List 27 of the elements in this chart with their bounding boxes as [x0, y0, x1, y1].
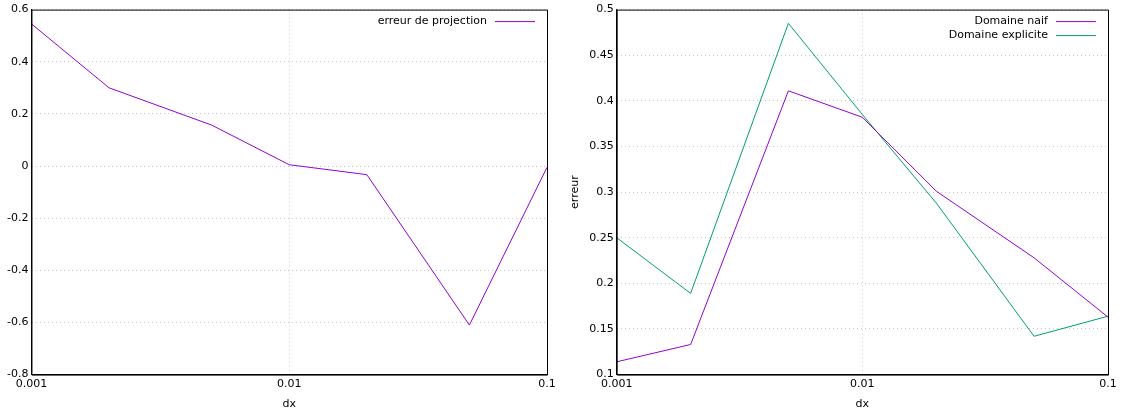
x-tick-label: 0.001 [15, 377, 48, 391]
y-tick-label: 0.45 [589, 48, 614, 62]
legend-label: Domaine explicite [948, 28, 1049, 42]
legend-label: erreur de projection [377, 14, 488, 28]
y-tick-label: 0.15 [589, 321, 614, 335]
legend-label: Domaine naif [974, 14, 1050, 28]
y-tick-label: 0 [21, 158, 29, 172]
x-axis-title: dx [282, 397, 297, 411]
y-tick-label: 0.4 [10, 54, 29, 68]
y-tick-label: 0.3 [596, 184, 614, 198]
x-tick-label: 0.1 [1099, 377, 1117, 391]
y-tick-label: -0.4 [6, 263, 29, 277]
y-tick-label: -0.2 [6, 211, 29, 225]
y-tick-label: 0.2 [596, 276, 614, 290]
y-tick-label: 0.5 [596, 2, 614, 16]
y-tick-label: 0.35 [589, 139, 614, 153]
x-tick-label: 0.01 [850, 377, 875, 391]
y-axis-title: erreur [568, 174, 582, 209]
y-tick-label: 0.6 [10, 2, 29, 16]
x-tick-label: 0.001 [600, 377, 633, 391]
y-tick-label: 0.4 [596, 93, 614, 107]
x-tick-label: 0.01 [276, 377, 302, 391]
y-tick-label: 0.25 [589, 230, 614, 244]
y-tick-label: -0.6 [6, 315, 29, 329]
x-tick-label: 0.1 [538, 377, 556, 391]
x-axis-title: dx [855, 397, 870, 411]
y-tick-label: 0.2 [10, 106, 29, 120]
